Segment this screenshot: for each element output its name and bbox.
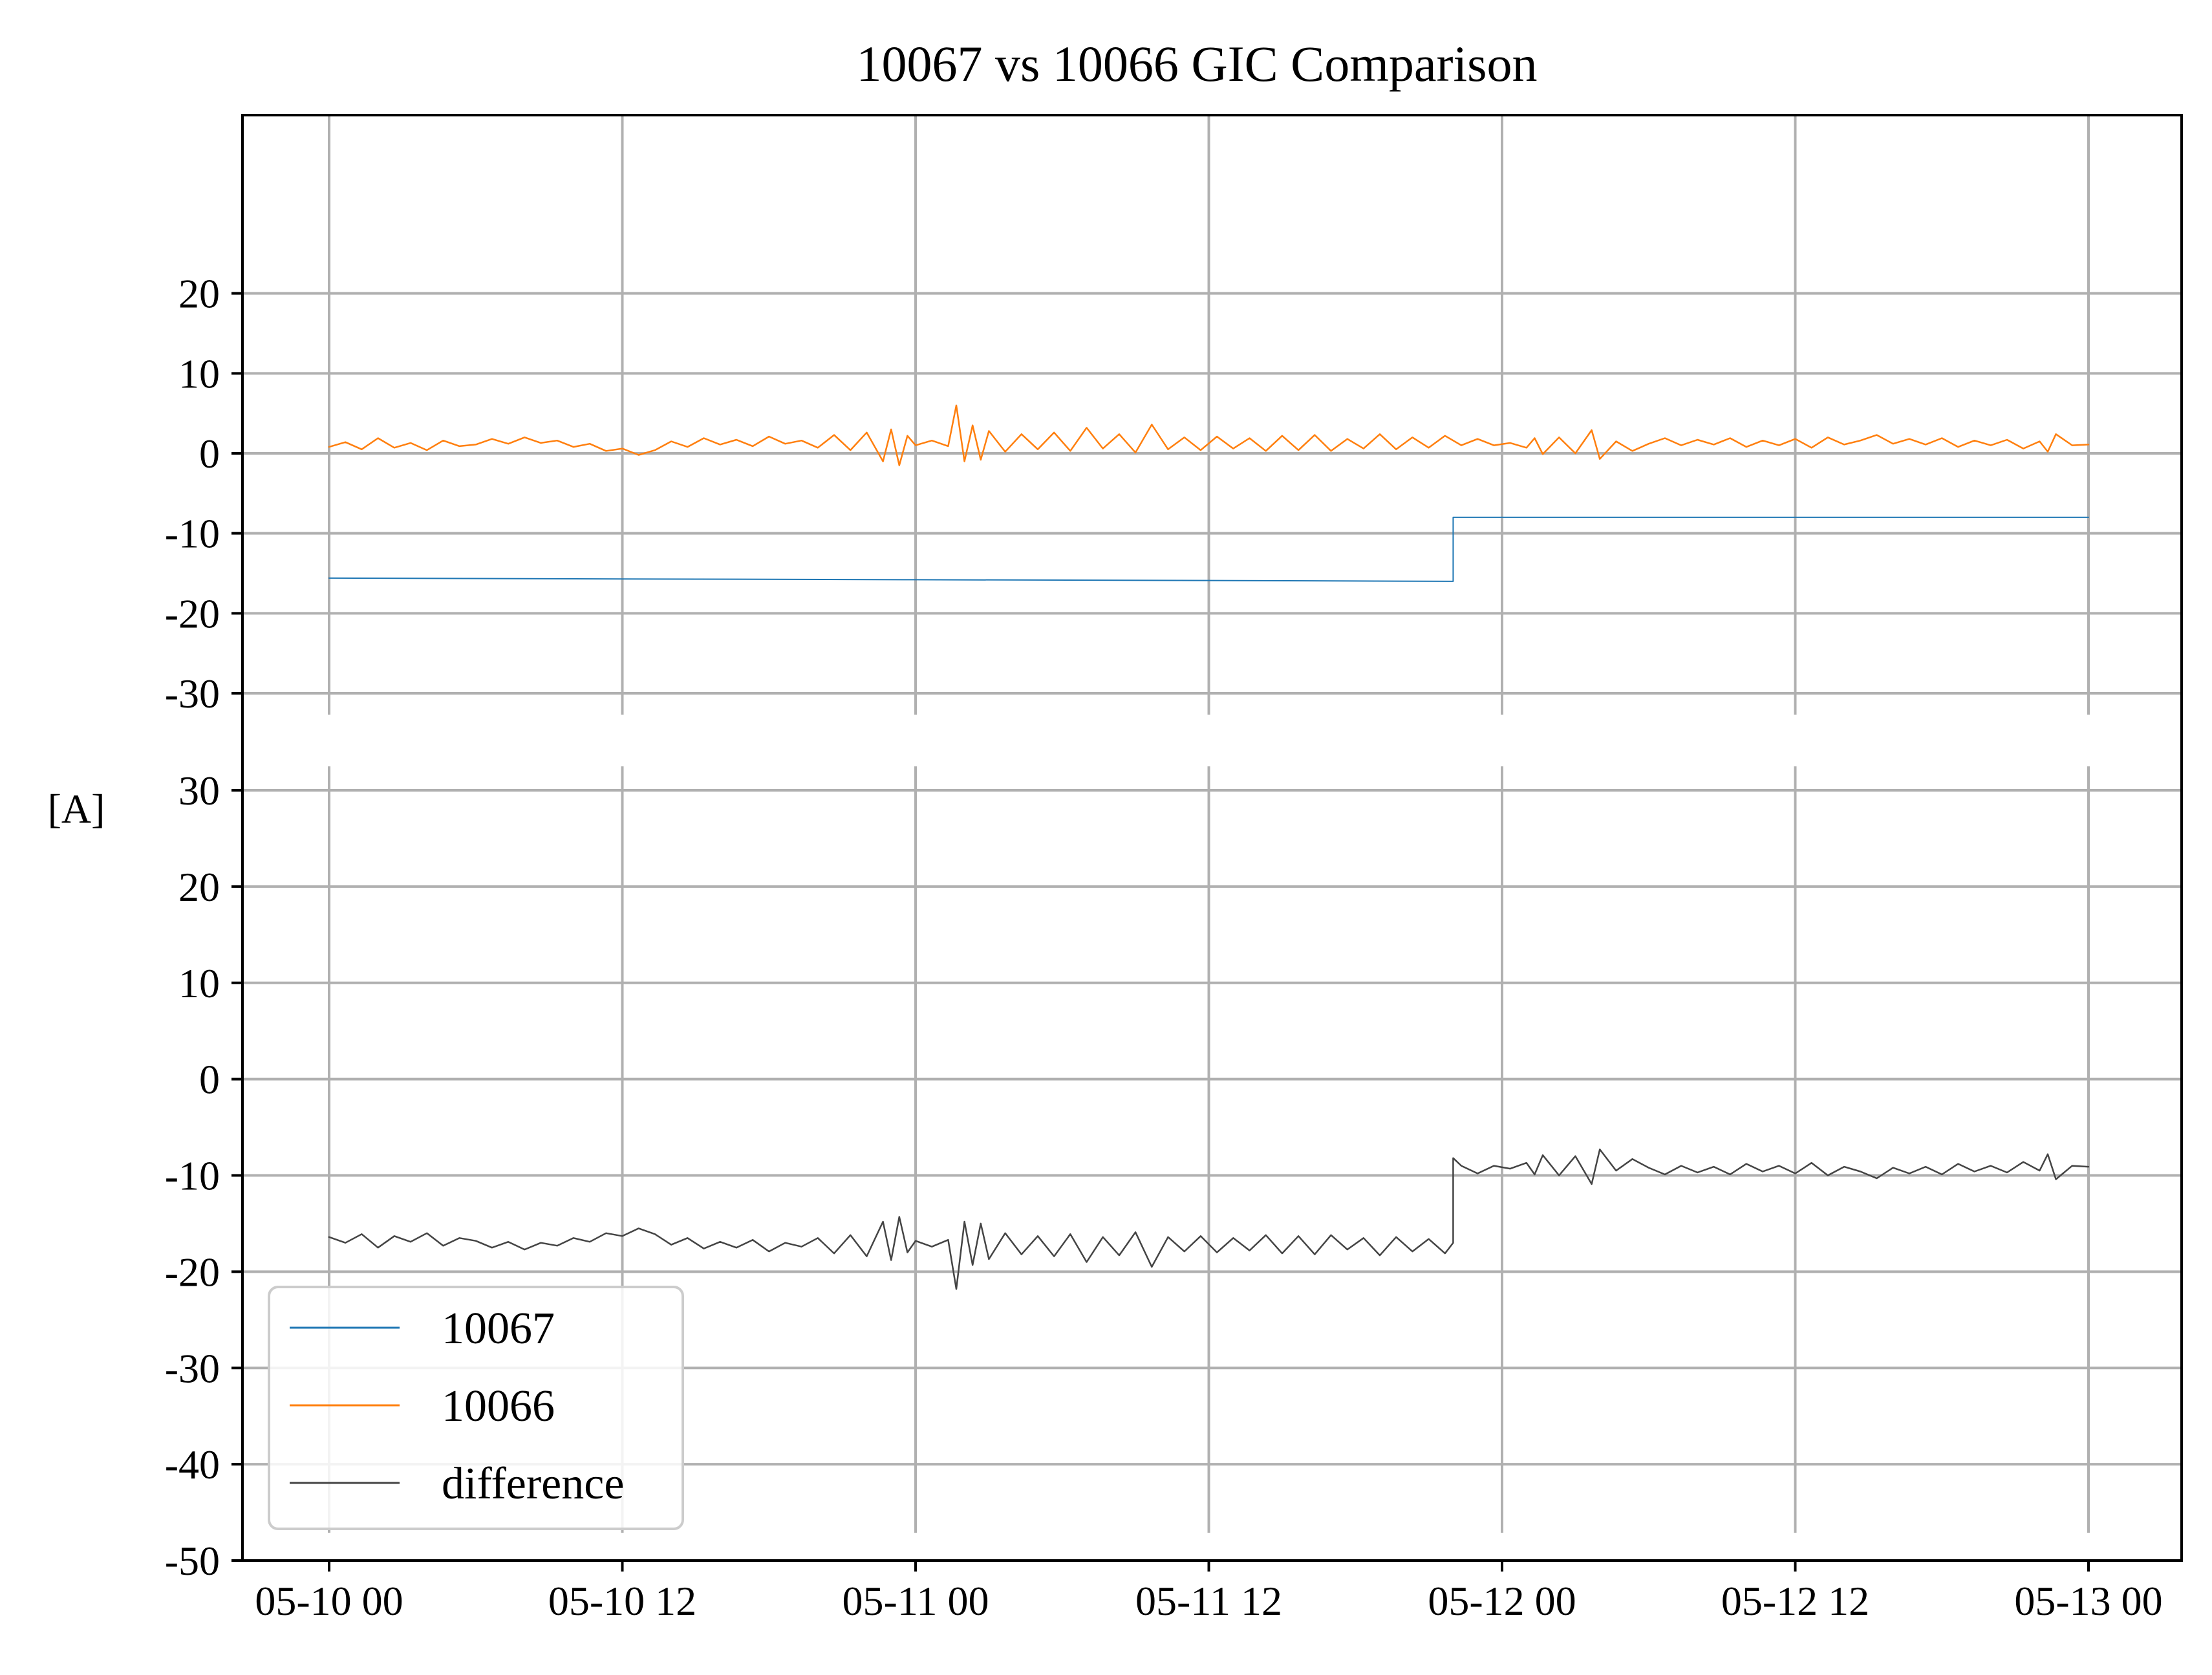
x-tick-label: 05-13 00 [2014, 1578, 2162, 1624]
x-tick-label: 05-12 00 [1428, 1578, 1576, 1624]
legend-label: 10067 [442, 1304, 555, 1354]
top-panel: 20 10 0 -10 -20 -30 [165, 115, 2182, 717]
y-tick-label: 30 [178, 768, 220, 814]
x-tick-label: 05-10 00 [255, 1578, 403, 1624]
legend-label: 10066 [442, 1381, 555, 1431]
chart-title: 10067 vs 10066 GIC Comparison [857, 36, 1538, 92]
series-line-10066 [328, 404, 2090, 466]
y-tick-label: 0 [199, 431, 220, 477]
x-tick-label: 05-12 12 [1721, 1578, 1869, 1624]
x-tick-label: 05-11 00 [843, 1578, 989, 1624]
legend-label: difference [442, 1459, 624, 1509]
legend: 10067 10066 difference [268, 1286, 684, 1530]
y-tick-label: -40 [165, 1442, 220, 1487]
x-tick-label: 05-11 12 [1135, 1578, 1282, 1624]
legend-box [268, 1286, 684, 1530]
y-tick-label: -20 [165, 1249, 220, 1295]
y-tick-label: 20 [178, 864, 220, 910]
y-tick-label: 0 [199, 1057, 220, 1103]
x-axis: 05-10 00 05-10 12 05-11 00 05-11 12 05-12 00… [255, 1561, 2163, 1624]
y-tick-label: -10 [165, 1153, 220, 1199]
x-tick-label: 05-10 12 [548, 1578, 696, 1624]
y-tick-label: 10 [178, 960, 220, 1006]
axes-frame [241, 114, 2183, 1562]
y-axis-label: [A] [48, 786, 105, 832]
y-tick-label: 20 [178, 271, 220, 317]
y-tick-label: 10 [178, 351, 220, 396]
y-tick-label: -30 [165, 1345, 220, 1391]
y-tick-label: -20 [165, 590, 220, 636]
series-line-10067 [328, 516, 2089, 582]
series-line-difference [328, 1149, 2090, 1290]
y-tick-label: -50 [165, 1538, 220, 1584]
y-tick-label: -30 [165, 671, 220, 717]
y-tick-label: -10 [165, 511, 220, 557]
